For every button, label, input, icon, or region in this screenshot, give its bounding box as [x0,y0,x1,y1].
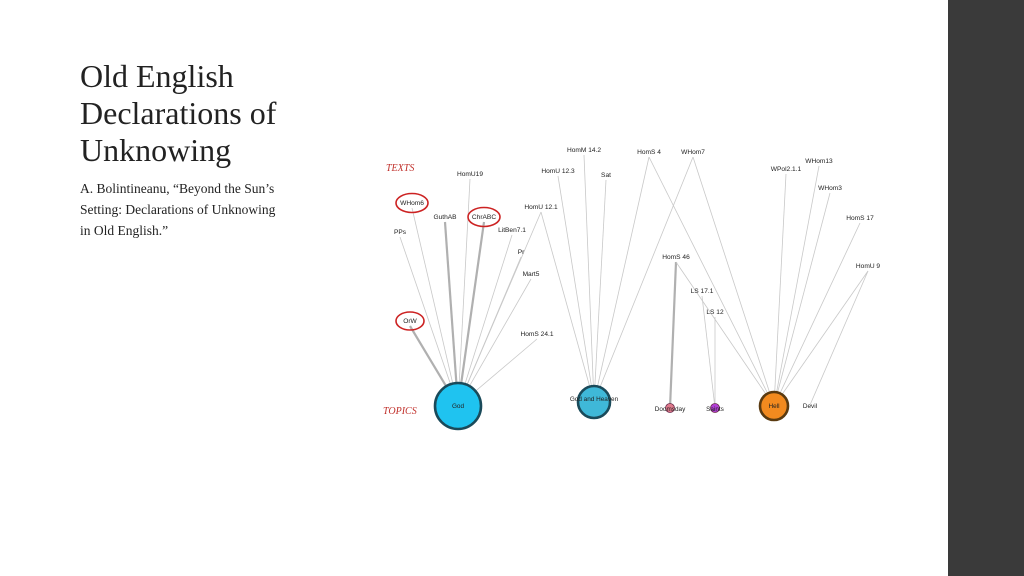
text-node-homu12-1: HomU 12.1 [524,204,558,211]
topic-circle-god [433,381,483,431]
topic-label-doomsday: Doomsday [655,406,686,413]
text-node-homu19: HomU19 [457,171,483,178]
text-node-whom6: WHom6 [400,200,424,207]
text-node-ls17-1: LS 17.1 [691,288,714,295]
text-node-homs46: HomS 46 [662,254,690,261]
text-node-chrabc: ChrABC [472,214,496,221]
topic-node-layer: God God and Heaven Doomsday Saints Hell Devil [433,381,817,431]
edge-mart5-to-god [457,278,532,407]
topic-node-doomsday: Doomsday [655,403,686,413]
text-node-wpol2-1-1: WPol2.1.1 [771,166,802,173]
slide-title: Old English Declarations of Unknowing [80,58,360,169]
topic-node-godheaven: God and Heaven [570,384,619,420]
text-node-homu9: HomU 9 [856,263,881,270]
edge-homs46-to-hell [675,261,775,407]
edge-whom7-to-godheaven [593,156,694,403]
edge-chrabc-to-god [456,221,486,407]
topic-circle-saints [710,403,720,413]
edge-whom6-to-god [411,207,459,407]
text-node-homu12-3: HomU 12.3 [541,168,575,175]
edge-homu9-to-hell [773,270,869,407]
title-line-3: Unknowing [80,132,232,168]
edge-pps-to-god [399,236,459,407]
text-node-whom7: WHom7 [681,149,705,156]
text-node-homm14-2: HomM 14.2 [567,147,601,154]
edge-pr-to-god [457,256,522,407]
topic-circle-doomsday [665,403,675,413]
citation-line-3: in Old English.” [80,223,169,238]
topic-node-saints: Saints [706,403,724,413]
citation-line-2: Setting: Declarations of Unknowing [80,202,276,217]
edge-wpol2-1-1-to-hell [773,173,787,407]
edge-ls17-1-to-saints [701,295,716,409]
text-node-pr: Pr [518,249,525,256]
text-node-orw: OrW [403,318,417,325]
text-node-homs4: HomS 4 [637,149,661,156]
edge-homu9-to-devil [809,270,869,406]
topic-label-god: God [452,403,465,410]
topic-circle-hell [758,390,790,422]
edge-whom3-to-hell [773,192,831,407]
text-node-ls12: LS 12 [706,309,724,316]
text-node-mart5: Mart5 [523,271,540,278]
edge-layer [399,154,869,409]
title-line-1: Old English [80,58,234,94]
slide-side-band [948,0,1024,576]
topic-node-hell: Hell [758,390,790,422]
text-node-sat: Sat [601,172,611,179]
topic-node-god: God [433,381,483,431]
topic-label-hell: Hell [768,403,779,410]
edge-sat-to-godheaven [593,179,607,403]
highlight-ring-whom6 [395,192,429,214]
edge-whom13-to-hell [773,165,820,407]
highlight-ring-orw [395,311,425,331]
edge-homu12-3-to-godheaven [557,175,595,403]
topic-label-godheaven: God and Heaven [570,396,619,403]
text-node-whom13: WHom13 [805,158,833,165]
edge-whom7-to-hell [692,156,775,407]
text-node-homs17: HomS 17 [846,215,874,222]
topic-label-saints: Saints [706,406,724,413]
text-node-homs24-1: HomS 24.1 [521,331,554,338]
edge-homs4-to-hell [648,156,775,407]
topic-label-devil: Devil [803,403,817,410]
edge-homs46-to-doomsday [668,261,678,409]
edge-homm14-2-to-godheaven [583,154,595,403]
text-node-whom3: WHom3 [818,185,842,192]
section-label-topics: TOPICS [383,406,417,417]
edge-homs4-to-godheaven [593,156,650,403]
highlight-ring-chrabc [467,206,501,228]
topic-circle-godheaven [576,384,612,420]
text-node-litben7-1: LitBen7.1 [498,227,526,234]
text-node-guthab: GuthAB [433,214,457,221]
edge-homu12-1-to-godheaven [540,211,595,403]
highlight-layer [395,192,501,331]
edge-homs17-to-hell [773,222,861,407]
text-node-pps: PPs [394,229,407,236]
citation-text: A. Bolintineanu, “Beyond the Sun’s Setti… [80,178,340,241]
topic-node-devil: Devil [803,403,817,410]
edge-guthab-to-god [443,221,460,407]
citation-line-1: A. Bolintineanu, “Beyond the Sun’s [80,181,275,196]
section-label-texts: TEXTS [386,163,414,174]
edge-homu19-to-god [457,178,471,407]
edge-litben7-1-to-god [457,234,513,407]
title-line-2: Declarations of [80,95,277,131]
